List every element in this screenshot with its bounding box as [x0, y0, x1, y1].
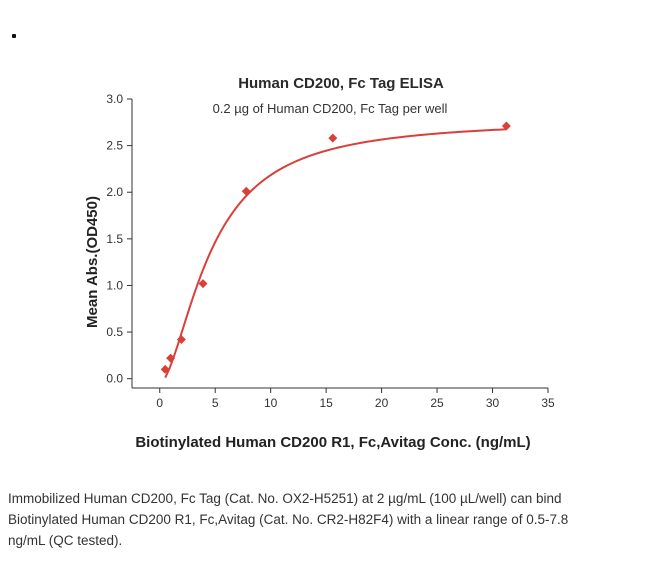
y-tick-label: 0.5	[106, 325, 123, 339]
caption-line: Immobilized Human CD200, Fc Tag (Cat. No…	[8, 491, 562, 506]
y-tick-label: 1.0	[106, 278, 123, 292]
data-point	[160, 364, 170, 374]
data-point	[501, 121, 511, 131]
data-points-layer	[160, 121, 511, 374]
x-tick-label: 25	[430, 396, 444, 410]
caption-line: ng/mL (QC tested).	[8, 533, 123, 548]
x-tick-label: 10	[264, 396, 278, 410]
chart-title: Human CD200, Fc Tag ELISA	[238, 75, 444, 92]
y-tick-label: 0.0	[106, 372, 123, 386]
y-axis-label: Mean Abs.(OD450)	[84, 196, 101, 328]
data-point	[198, 279, 208, 289]
y-tick-label: 3.0	[106, 92, 123, 106]
fit-curve-line	[164, 128, 507, 379]
bullet-dot	[12, 34, 16, 38]
data-point	[176, 335, 186, 345]
caption-line: Biotinylated Human CD200 R1, Fc,Avitag (…	[8, 512, 569, 527]
y-tick-label: 2.0	[106, 185, 123, 199]
x-tick-label: 5	[212, 396, 219, 410]
x-axis-label: Biotinylated Human CD200 R1, Fc,Avitag C…	[135, 434, 530, 451]
x-tick-label: 15	[319, 396, 333, 410]
data-point	[241, 186, 251, 196]
figure-caption: Immobilized Human CD200, Fc Tag (Cat. No…	[8, 488, 638, 551]
fit-curve-layer	[164, 128, 507, 379]
chart-subtitle: 0.2 µg of Human CD200, Fc Tag per well	[213, 101, 448, 116]
data-point	[166, 353, 176, 363]
y-tick-label: 1.5	[106, 232, 123, 246]
y-tick-label: 2.5	[106, 139, 123, 153]
data-point	[328, 133, 338, 143]
axes: 0.0 0.5 1.0 1.5 2.0 2.5 3.0 0 5 10 15 20 25 30 35	[106, 92, 555, 410]
x-tick-label: 0	[156, 396, 163, 410]
x-tick-label: 30	[486, 396, 500, 410]
elisa-chart: Human CD200, Fc Tag ELISA 0.2 µg of Huma…	[84, 75, 555, 451]
x-tick-label: 20	[375, 396, 389, 410]
x-tick-label: 35	[541, 396, 555, 410]
